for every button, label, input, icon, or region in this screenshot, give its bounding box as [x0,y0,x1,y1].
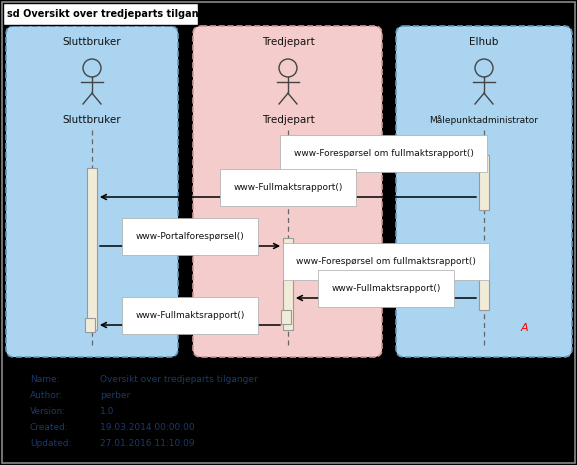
Text: www-Portalforespørsel(): www-Portalforespørsel() [136,232,245,241]
Text: www-Fullmaktsrapport(): www-Fullmaktsrapport() [331,284,441,293]
Text: Author:: Author: [30,391,63,400]
FancyBboxPatch shape [193,26,382,357]
Bar [87,168,97,330]
Text: 27.01.2016 11:10:09: 27.01.2016 11:10:09 [100,439,194,448]
Text: Oversikt over tredjeparts tilganger: Oversikt over tredjeparts tilganger [100,375,258,384]
Bar [85,318,95,332]
Text: A: A [520,323,528,333]
Text: Elhub: Elhub [469,37,499,47]
Text: Tredjepart: Tredjepart [261,115,314,125]
Text: www-Forespørsel om fullmaktsrapport(): www-Forespørsel om fullmaktsrapport() [294,149,474,158]
Text: 19.03.2014 00:00:00: 19.03.2014 00:00:00 [100,423,194,432]
Text: perber: perber [100,391,130,400]
Bar [283,238,293,330]
FancyBboxPatch shape [396,26,572,357]
Text: Tredjepart: Tredjepart [261,37,314,47]
Text: Sluttbruker: Sluttbruker [63,115,121,125]
Text: www-Forespørsel om fullmaktsrapport(): www-Forespørsel om fullmaktsrapport() [296,257,476,266]
Text: sd Oversikt over tredjeparts tilganger: sd Oversikt over tredjeparts tilganger [7,9,217,19]
Text: Name:: Name: [30,375,59,384]
Text: Created:: Created: [30,423,69,432]
Bar [479,262,489,310]
Text: www-Fullmaktsrapport(): www-Fullmaktsrapport() [136,311,245,320]
Bar [281,310,291,324]
Text: Version:: Version: [30,407,66,416]
Bar [479,155,489,210]
Bar [3,3,198,25]
FancyBboxPatch shape [6,26,178,357]
Text: 1.0: 1.0 [100,407,114,416]
Text: Sluttbruker: Sluttbruker [63,37,121,47]
Text: www-Fullmaktsrapport(): www-Fullmaktsrapport() [233,183,343,192]
Text: Updated:: Updated: [30,439,72,448]
Text: Målepunktadministrator: Målepunktadministrator [429,115,538,125]
